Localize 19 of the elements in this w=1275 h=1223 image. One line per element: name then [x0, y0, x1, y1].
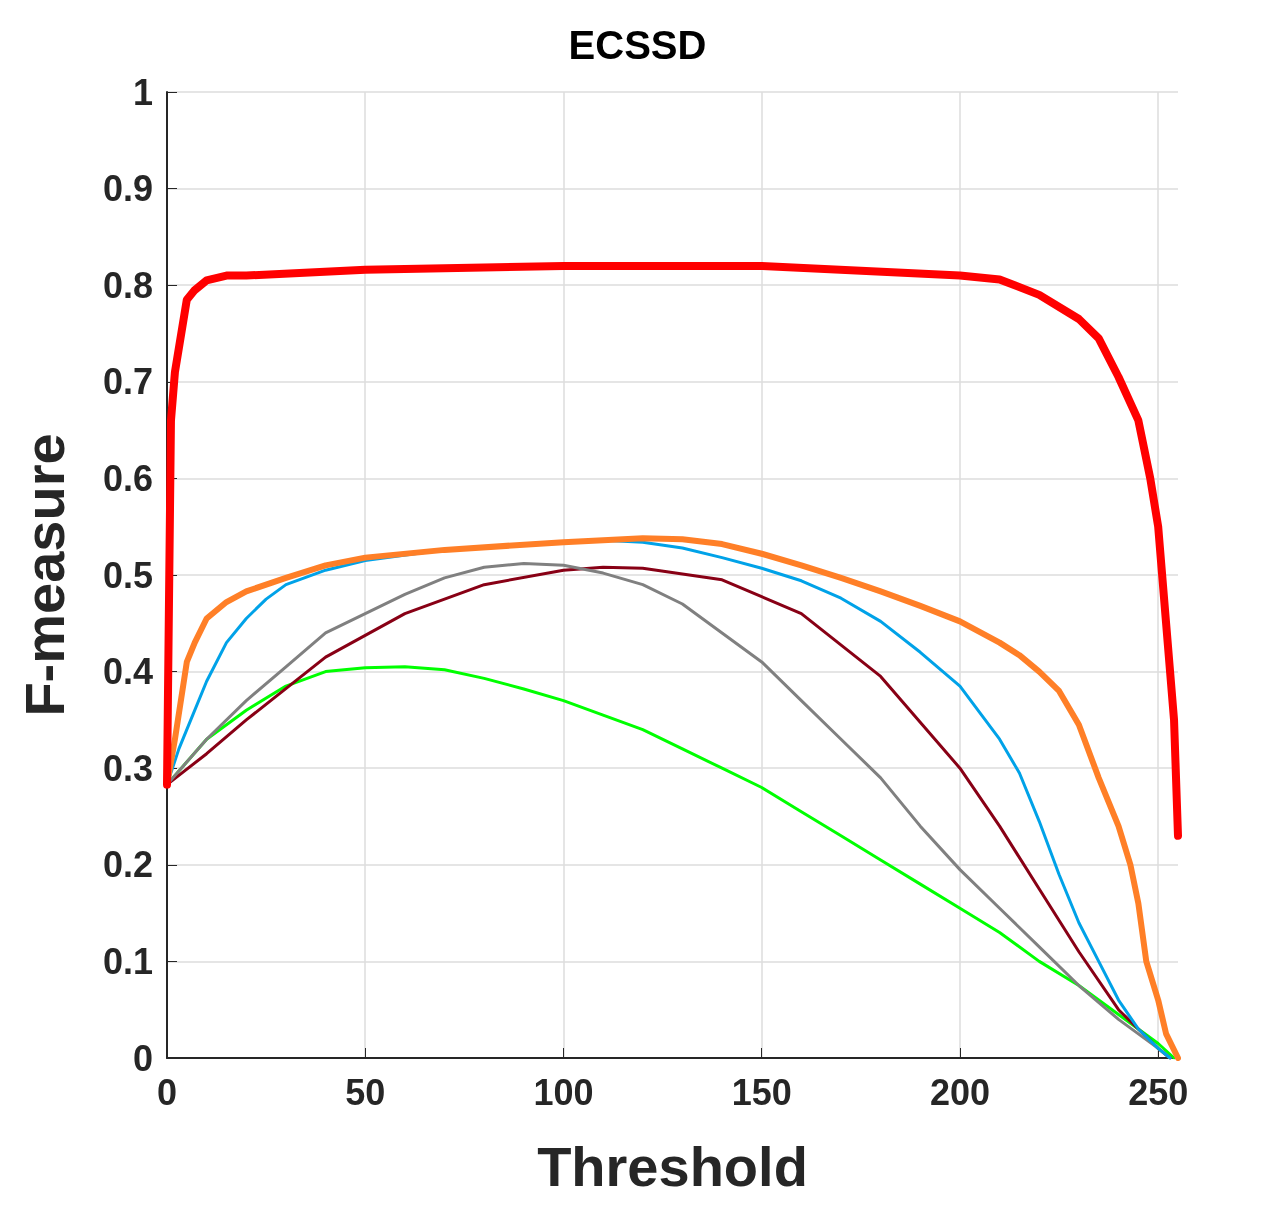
chart-title: ECSSD: [568, 23, 707, 67]
x-tick-label: 200: [929, 1071, 990, 1113]
x-tick-label: 250: [1128, 1071, 1189, 1113]
y-tick-label: 0.5: [102, 554, 153, 596]
y-tick-label: 0.8: [102, 264, 153, 306]
y-tick-label: 0.7: [102, 361, 153, 403]
x-tick-label: 150: [731, 1071, 792, 1113]
y-tick-label: 0.2: [102, 844, 153, 886]
y-tick-label: 0.6: [102, 457, 153, 499]
y-tick-label: 0: [132, 1037, 153, 1079]
y-tick-label: 0.9: [102, 168, 153, 210]
y-tick-label: 0.1: [102, 940, 153, 982]
y-tick-label: 0.4: [102, 651, 153, 693]
x-tick-label: 50: [345, 1071, 386, 1113]
y-tick-label: 1: [132, 71, 153, 113]
x-tick-label: 100: [533, 1071, 594, 1113]
y-axis-title: F-measure: [12, 433, 76, 717]
x-axis-title: Threshold: [537, 1134, 808, 1198]
y-tick-label: 0.3: [102, 747, 153, 789]
